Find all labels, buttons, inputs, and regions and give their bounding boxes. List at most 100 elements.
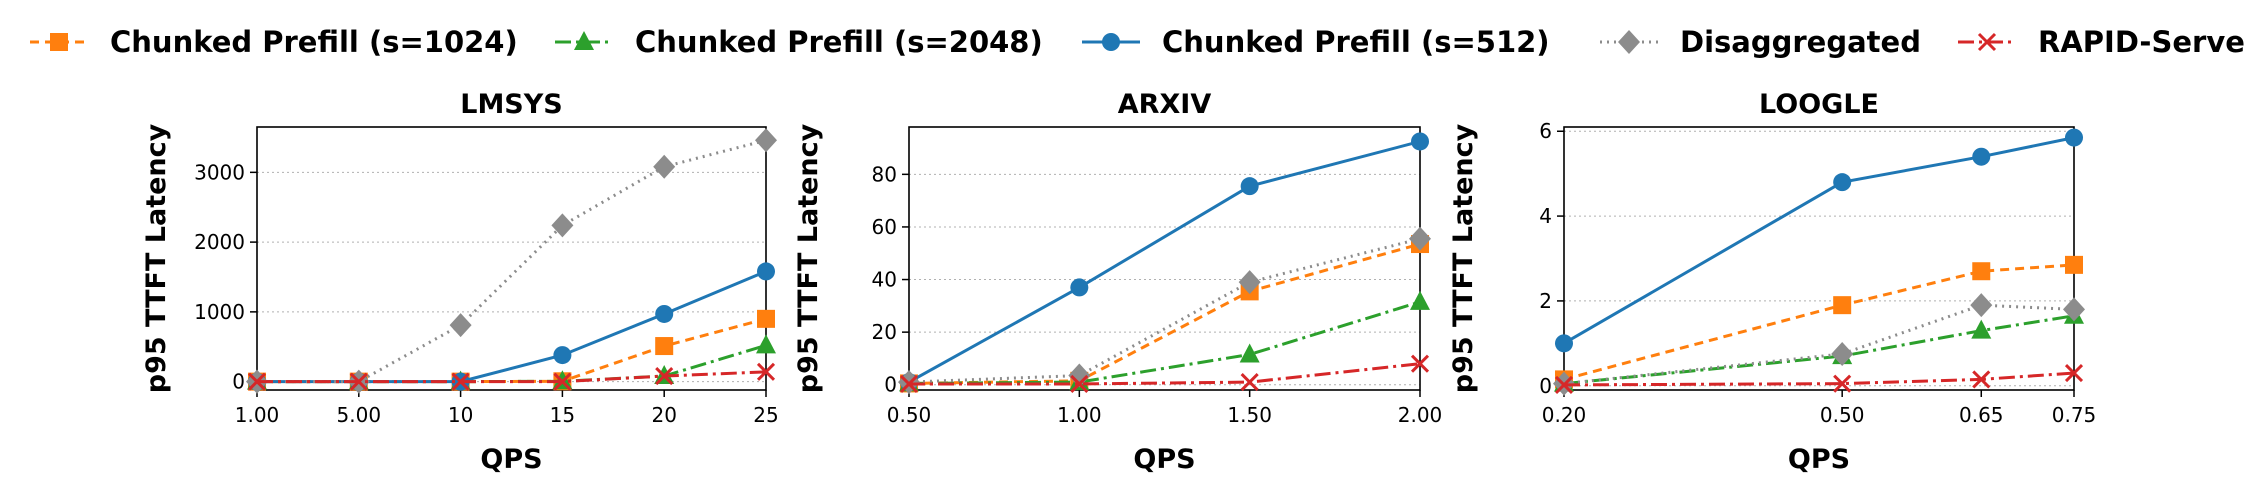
plot-frame	[908, 126, 1421, 391]
x-tick-label: 0.75	[2052, 403, 2097, 427]
data-point	[2063, 297, 2085, 322]
plot-frame	[1563, 126, 2075, 391]
legend-marker	[1977, 32, 1997, 52]
x-tick-label: 5.00	[337, 403, 382, 427]
x-tick-label: 25	[753, 403, 778, 427]
data-point	[553, 346, 572, 365]
y-tick-label: 80	[872, 162, 897, 186]
x-tick-label: 0.20	[1542, 403, 1587, 427]
data-point	[1833, 173, 1852, 192]
series-line	[257, 317, 767, 384]
series-chunked-prefill-s-1024	[1555, 255, 2083, 389]
y-tick-label: 40	[872, 268, 897, 292]
series-line	[1563, 314, 2075, 386]
series-line	[257, 138, 767, 384]
legend-item-chunked-prefill-s-512: Chunked Prefill (s=512)	[1082, 25, 1550, 59]
panel-lmsys: 0 1000 2000 3000 1.00 5.00 10 15 20 25 LMSYS QPS p95…	[141, 89, 779, 475]
data-point	[755, 128, 777, 153]
data-point	[756, 334, 776, 354]
legend-marker	[50, 33, 68, 51]
x-axis-label: QPS	[480, 444, 542, 475]
series-rapid-serve	[899, 354, 1430, 394]
data-point	[1240, 373, 1259, 392]
legend-marker	[574, 31, 594, 50]
legend-marker	[1102, 33, 1120, 51]
data-point	[551, 213, 574, 238]
data-point	[451, 372, 470, 391]
legend-item-chunked-prefill-s-2048: Chunked Prefill (s=2048)	[555, 25, 1043, 59]
legend-label: Chunked Prefill (s=2048)	[635, 25, 1043, 59]
y-tick-label: 6	[1539, 119, 1552, 143]
data-point	[449, 313, 472, 338]
data-point	[1831, 341, 1854, 366]
data-point	[1411, 132, 1429, 151]
panel-loogle: 0 2 4 6 0.20 0.50 0.65 0.75 LOOGLE QPS p95 TTFT La…	[1448, 89, 2096, 475]
data-point	[1833, 374, 1852, 393]
data-point	[1240, 177, 1259, 196]
series-line	[908, 140, 1421, 384]
legend: Chunked Prefill (s=1024) Chunked Prefill …	[30, 25, 2245, 59]
y-tick-label: 2	[1539, 289, 1552, 313]
series-disaggregated	[246, 128, 777, 394]
y-tick-label: 0	[1539, 374, 1552, 398]
y-axis-label: p95 TTFT Latency	[1448, 123, 1479, 393]
chart-title: LMSYS	[460, 89, 563, 120]
data-point	[2065, 128, 2083, 147]
y-tick-label: 20	[872, 320, 897, 344]
series-chunked-prefill-s-512	[248, 262, 775, 391]
data-point	[1239, 343, 1260, 363]
data-point	[655, 304, 674, 323]
legend-label: Disaggregated	[1680, 25, 1921, 59]
x-tick-label: 10	[448, 403, 473, 427]
series-disaggregated	[1553, 293, 2085, 396]
data-point	[1410, 290, 1430, 310]
x-axis-label: QPS	[1788, 444, 1850, 475]
data-point	[757, 262, 775, 281]
data-point	[757, 309, 775, 328]
data-point	[1972, 262, 1991, 281]
data-point	[2065, 255, 2083, 274]
x-tick-label: 0.65	[1959, 403, 2004, 427]
data-point	[1409, 226, 1431, 251]
data-point	[1410, 354, 1430, 373]
plot-frame	[256, 126, 767, 391]
data-point	[553, 372, 572, 391]
y-tick-label: 2000	[194, 230, 245, 254]
data-point	[1971, 319, 1992, 339]
data-point	[1070, 374, 1089, 394]
chart-title: LOOGLE	[1759, 89, 1879, 120]
data-point	[1068, 363, 1091, 388]
data-point	[1555, 334, 1573, 353]
data-point	[1970, 293, 1993, 318]
data-point	[1070, 278, 1089, 297]
data-point	[1833, 296, 1852, 315]
series-disaggregated	[898, 226, 1431, 395]
x-tick-label: 1.50	[1227, 403, 1272, 427]
x-tick-label: 1.00	[235, 403, 280, 427]
series-rapid-serve	[247, 362, 776, 391]
x-tick-label: 0.50	[887, 403, 932, 427]
x-tick-label: 1.00	[1057, 403, 1102, 427]
data-point	[1972, 370, 1991, 389]
data-point	[2064, 363, 2084, 383]
y-tick-label: 0	[884, 373, 897, 397]
series-line	[257, 370, 767, 384]
series-rapid-serve	[1554, 363, 2084, 394]
y-tick-label: 1000	[194, 300, 245, 324]
y-tick-label: 60	[872, 215, 897, 239]
panel-arxiv: 0 20 40 60 80 0.50 1.00 1.50 2.00 ARXIV QPS p95 TTF…	[793, 89, 1442, 475]
series-chunked-prefill-s-1024	[900, 235, 1429, 393]
series-chunked-prefill-s-2048	[899, 290, 1430, 392]
y-tick-label: 4	[1539, 204, 1552, 228]
data-point	[899, 374, 919, 394]
data-point	[247, 372, 267, 391]
series-chunked-prefill-s-512	[1555, 128, 2083, 353]
series-line	[909, 362, 1421, 386]
legend-marker	[1618, 30, 1640, 54]
data-point	[1554, 375, 1574, 394]
legend-item-rapid-serve: RAPID-Serve	[1958, 25, 2245, 59]
data-point	[655, 366, 674, 386]
data-point	[756, 362, 776, 381]
data-point	[655, 337, 674, 356]
series-line	[1563, 371, 2075, 387]
